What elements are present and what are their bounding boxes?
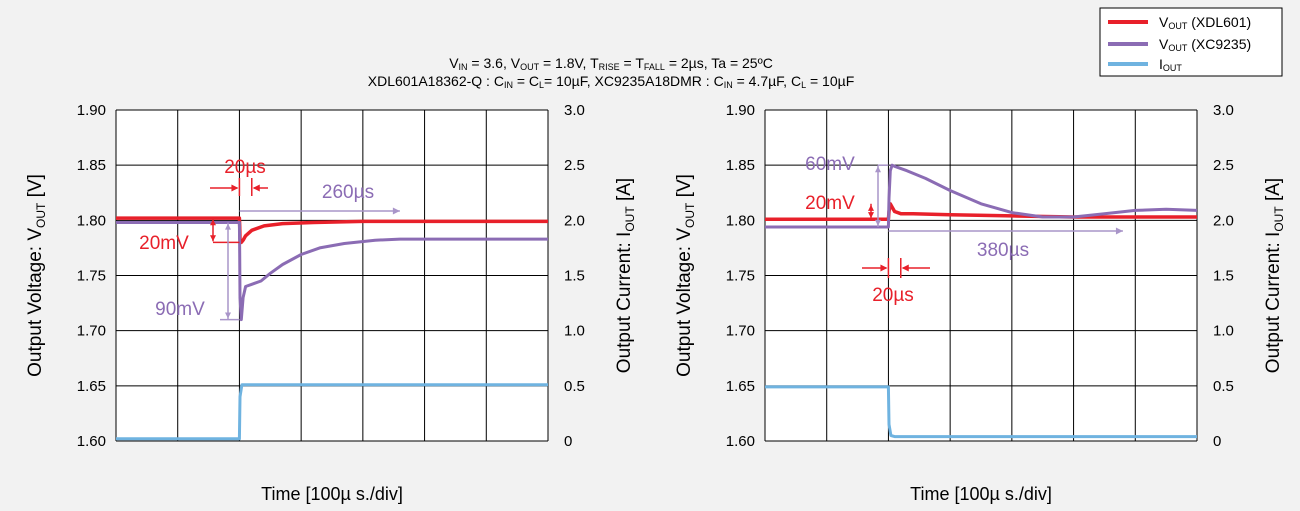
chart-left: 1.60 1.65 1.70 1.75 1.80 1.85 1.90 0 0.5 1.0 1.5 2.…	[25, 102, 637, 504]
conditions-part: IN	[504, 80, 513, 90]
legend-label-iout: IOUT	[1159, 56, 1182, 73]
y-axis-label-left: Output Voltage: VOUT [V]	[25, 174, 48, 377]
conditions-part: FALL	[644, 62, 665, 72]
y-tick-label-left: 1.60	[726, 433, 755, 450]
y-tick-label-right: 1.5	[564, 268, 585, 285]
annotation-label: 380µs	[977, 240, 1029, 261]
annotation-arrowhead	[868, 212, 874, 219]
annotation-arrowhead	[875, 166, 881, 173]
y-tick-label-right: 1.0	[564, 323, 585, 340]
y-tick-label-right: 2.0	[564, 212, 585, 229]
annotation-arrowhead	[1115, 227, 1123, 235]
conditions-part: = 3.6, V	[468, 55, 521, 71]
chart-right: 1.60 1.65 1.70 1.75 1.80 1.85 1.90 0 0.5 1.0 1.5 2.…	[674, 102, 1286, 504]
annotation-label: 20µs	[872, 285, 914, 306]
y-tick-label-left: 1.90	[77, 102, 106, 119]
series-line-iout	[765, 385, 1197, 439]
x-axis-label: Time [100µ s./div]	[910, 484, 1052, 504]
legend-label-xdl601: VOUT (XDL601)	[1159, 14, 1251, 31]
conditions-part: = 4.7µF, C	[733, 73, 801, 89]
annotation-label: 20mV	[139, 233, 189, 254]
annotation-arrowhead	[880, 264, 888, 272]
annotation-label: 60mV	[805, 154, 855, 175]
conditions-part: = 1.8V, T	[539, 55, 599, 71]
y-tick-label-left: 1.70	[726, 323, 755, 340]
conditions-part: XDL601A18362-Q : C	[368, 73, 504, 89]
y-tick-label-left: 1.75	[726, 268, 755, 285]
y-tick-label-right: 0.5	[1213, 378, 1234, 395]
series-line-iout	[116, 383, 548, 441]
conditions-part: RISE	[599, 62, 620, 72]
conditions-part: L	[801, 80, 806, 90]
annotation-arrowhead	[225, 223, 231, 230]
annotation-arrowhead	[901, 264, 909, 272]
annotation-arrowhead	[875, 219, 881, 226]
conditions-part: V	[449, 55, 459, 71]
y-tick-label-left: 1.70	[77, 323, 106, 340]
conditions-part: IN	[724, 80, 733, 90]
annotation-label: 20mV	[805, 193, 855, 214]
y-axis-label-right: Output Current: IOUT [A]	[614, 178, 637, 373]
series-line-xc9235	[116, 221, 548, 322]
y-tick-label-right: 2.5	[1213, 157, 1234, 174]
conditions-part: = C	[513, 73, 539, 89]
conditions-part: IN	[459, 62, 468, 72]
y-axis-label-right: Output Current: IOUT [A]	[1263, 178, 1286, 373]
annotation-label: 90mV	[155, 299, 205, 320]
y-tick-label-left: 1.80	[726, 212, 755, 229]
annotation-arrowhead	[392, 207, 400, 215]
y-tick-label-right: 1.0	[1213, 323, 1234, 340]
legend-label-xc9235: VOUT (XC9235)	[1159, 36, 1251, 53]
y-tick-label-left: 1.75	[77, 268, 106, 285]
y-tick-label-left: 1.80	[77, 212, 106, 229]
annotation-arrowhead	[225, 312, 231, 319]
conditions-part: = 10µF, XC9235A18DMR : C	[544, 73, 724, 89]
y-tick-label-right: 0.5	[564, 378, 585, 395]
y-tick-label-right: 0	[564, 433, 572, 450]
conditions-part: OUT	[520, 62, 540, 72]
annotation-arrowhead	[868, 204, 874, 211]
conditions-part: L	[539, 80, 544, 90]
conditions-part: = 10µF	[806, 73, 854, 89]
y-axis-label-left: Output Voltage: VOUT [V]	[674, 174, 697, 377]
conditions-line-2: XDL601A18362-Q : CIN = CL= 10µF, XC9235A…	[368, 73, 855, 90]
annotation-arrowhead	[252, 184, 260, 192]
legend: VOUT (XDL601) VOUT (XC9235) IOUT	[1099, 7, 1283, 77]
y-tick-label-right: 1.5	[1213, 268, 1234, 285]
y-tick-label-left: 1.65	[726, 378, 755, 395]
conditions-line-1: VIN = 3.6, VOUT = 1.8V, TRISE = TFALL = …	[449, 55, 773, 72]
annotation-arrowhead	[231, 184, 239, 192]
annotation-arrowhead	[210, 235, 216, 242]
conditions-part: = T	[620, 55, 645, 71]
y-tick-label-left: 1.85	[77, 157, 106, 174]
y-tick-label-right: 3.0	[564, 102, 585, 119]
y-tick-label-right: 3.0	[1213, 102, 1234, 119]
y-tick-label-right: 2.5	[564, 157, 585, 174]
conditions-part: = 2µs, Ta = 25ºC	[665, 55, 773, 71]
annotation-label: 260µs	[322, 182, 374, 203]
y-tick-label-right: 2.0	[1213, 212, 1234, 229]
x-axis-label: Time [100µ s./div]	[261, 484, 403, 504]
series-line-xc9235	[765, 163, 1198, 229]
y-tick-label-left: 1.90	[726, 102, 755, 119]
y-tick-label-left: 1.60	[77, 433, 106, 450]
y-tick-label-left: 1.85	[726, 157, 755, 174]
annotation-label: 20µs	[224, 157, 266, 178]
y-tick-label-left: 1.65	[77, 378, 106, 395]
annotation-arrowhead	[210, 219, 216, 226]
y-tick-label-right: 0	[1213, 433, 1221, 450]
